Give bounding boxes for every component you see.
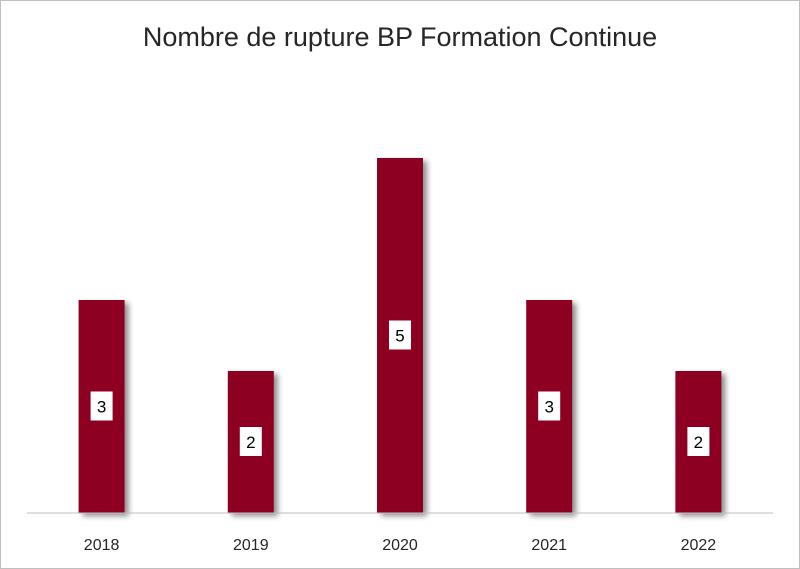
chart-title: Nombre de rupture BP Formation Continue — [142, 22, 658, 52]
data-label-box — [389, 320, 411, 350]
data-label: 3 — [544, 398, 553, 417]
x-tick-label: 2018 — [84, 537, 120, 554]
data-label-box — [687, 427, 710, 456]
x-tick-label: 2019 — [233, 537, 269, 554]
data-label: 5 — [395, 327, 404, 346]
data-label-box — [239, 427, 262, 456]
data-label: 2 — [694, 433, 703, 452]
data-label: 3 — [97, 398, 106, 417]
data-label-box — [538, 391, 561, 421]
x-tick-label: 2021 — [531, 537, 567, 554]
x-tick-label: 2020 — [382, 537, 418, 554]
x-tick-label: 2022 — [681, 537, 717, 554]
data-label-box — [90, 391, 113, 421]
data-label: 2 — [246, 433, 255, 452]
